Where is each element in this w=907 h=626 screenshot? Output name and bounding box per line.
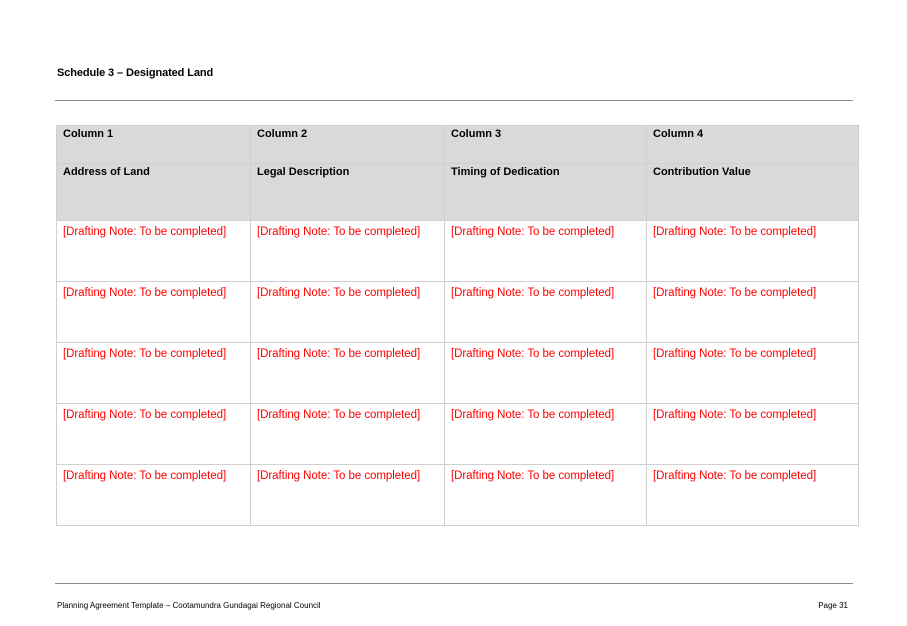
table-cell: [Drafting Note: To be completed] (444, 342, 647, 404)
footer-page-number: Page 31 (818, 601, 848, 610)
table-cell: [Drafting Note: To be completed] (646, 342, 859, 404)
column-title-timing: Timing of Dedication (444, 163, 647, 221)
table-cell: [Drafting Note: To be completed] (250, 220, 445, 282)
footer-document-title: Planning Agreement Template – Cootamundr… (57, 601, 321, 610)
table-cell: [Drafting Note: To be completed] (444, 281, 647, 343)
table-cell: [Drafting Note: To be completed] (56, 281, 251, 343)
table-cell: [Drafting Note: To be completed] (646, 220, 859, 282)
table-row: [Drafting Note: To be completed] [Drafti… (56, 342, 859, 404)
schedule-heading: Schedule 3 – Designated Land (57, 67, 214, 79)
table-cell: [Drafting Note: To be completed] (250, 281, 445, 343)
table-cell: [Drafting Note: To be completed] (56, 220, 251, 282)
table-cell: [Drafting Note: To be completed] (56, 403, 251, 465)
column-title-row: Address of Land Legal Description Timing… (56, 163, 859, 221)
table-cell: [Drafting Note: To be completed] (250, 342, 445, 404)
column-number-row: Column 1 Column 2 Column 3 Column 4 (56, 125, 859, 164)
table-cell: [Drafting Note: To be completed] (444, 220, 647, 282)
column-title-address: Address of Land (56, 163, 251, 221)
column-number-1: Column 1 (56, 125, 251, 164)
table-row: [Drafting Note: To be completed] [Drafti… (56, 464, 859, 526)
table-cell: [Drafting Note: To be completed] (646, 281, 859, 343)
table-cell: [Drafting Note: To be completed] (646, 403, 859, 465)
column-title-value: Contribution Value (646, 163, 859, 221)
table-cell: [Drafting Note: To be completed] (250, 403, 445, 465)
designated-land-table: Column 1 Column 2 Column 3 Column 4 Addr… (56, 125, 859, 526)
table-row: [Drafting Note: To be completed] [Drafti… (56, 403, 859, 465)
table-cell: [Drafting Note: To be completed] (250, 464, 445, 526)
bottom-rule (55, 583, 853, 584)
table-cell: [Drafting Note: To be completed] (56, 464, 251, 526)
table-row: [Drafting Note: To be completed] [Drafti… (56, 220, 859, 282)
column-number-4: Column 4 (646, 125, 859, 164)
column-title-legal: Legal Description (250, 163, 445, 221)
table-row: [Drafting Note: To be completed] [Drafti… (56, 281, 859, 343)
table-cell: [Drafting Note: To be completed] (646, 464, 859, 526)
column-number-3: Column 3 (444, 125, 647, 164)
top-rule (55, 100, 853, 101)
table-cell: [Drafting Note: To be completed] (444, 464, 647, 526)
column-number-2: Column 2 (250, 125, 445, 164)
table-cell: [Drafting Note: To be completed] (56, 342, 251, 404)
table-cell: [Drafting Note: To be completed] (444, 403, 647, 465)
